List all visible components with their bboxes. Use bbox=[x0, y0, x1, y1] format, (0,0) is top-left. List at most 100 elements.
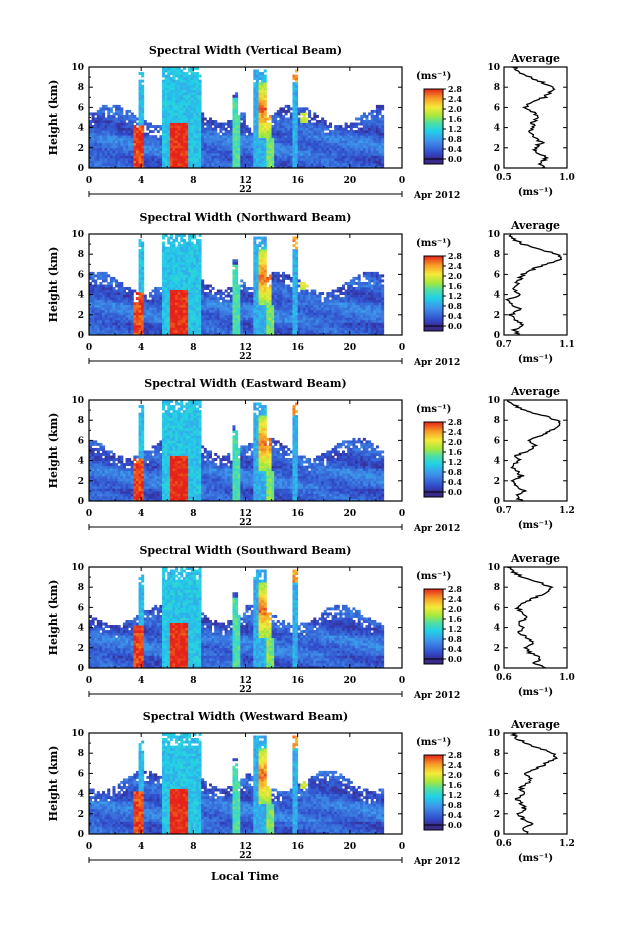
heatmap-cell bbox=[216, 307, 220, 311]
heatmap-cell bbox=[125, 127, 129, 131]
heatmap-cell bbox=[195, 125, 199, 128]
heatmap-cell bbox=[326, 157, 330, 161]
heatmap-cell bbox=[219, 292, 223, 295]
heatmap-cell bbox=[198, 297, 202, 301]
heatmap-cell bbox=[172, 84, 176, 88]
heatmap-cell bbox=[271, 135, 275, 139]
heatmap-cell bbox=[232, 109, 236, 113]
heatmap-cell bbox=[308, 132, 312, 136]
heatmap-cell bbox=[193, 99, 197, 103]
heatmap-cell bbox=[188, 249, 192, 253]
heatmap-cell bbox=[253, 84, 257, 88]
heatmap-cell bbox=[279, 114, 283, 118]
heatmap-cell bbox=[271, 317, 275, 321]
heatmap-cell bbox=[112, 150, 116, 154]
heatmap-cell bbox=[146, 145, 150, 149]
heatmap-cell bbox=[96, 276, 100, 280]
heatmap-cell bbox=[287, 135, 291, 139]
heatmap-cell bbox=[292, 102, 296, 106]
heatmap-cell bbox=[232, 117, 236, 121]
heatmap-cell bbox=[305, 112, 309, 116]
heatmap-cell bbox=[109, 140, 113, 144]
heatmap-cell bbox=[227, 120, 231, 123]
date-label: Apr 2012 bbox=[413, 191, 460, 201]
heatmap-cell bbox=[232, 104, 236, 108]
heatmap-cell bbox=[164, 162, 168, 166]
heatmap-cell bbox=[169, 112, 173, 116]
heatmap-cell bbox=[159, 332, 163, 336]
heatmap-cell bbox=[169, 82, 173, 86]
heatmap-cell bbox=[271, 292, 275, 295]
heatmap-cell bbox=[162, 302, 166, 306]
heatmap-cell bbox=[268, 142, 272, 146]
heatmap-cell bbox=[169, 77, 173, 81]
heatmap-cell bbox=[268, 294, 272, 298]
heatmap-cell bbox=[89, 332, 93, 336]
heatmap-cell bbox=[159, 145, 163, 149]
heatmap-cell bbox=[258, 279, 262, 283]
heatmap-cell bbox=[250, 317, 254, 321]
heatmap-cell bbox=[224, 130, 228, 134]
heatmap-cell bbox=[180, 312, 184, 316]
heatmap-cell bbox=[342, 135, 346, 139]
heatmap-cell bbox=[227, 160, 231, 164]
heatmap-cell bbox=[206, 302, 210, 306]
heatmap-cell bbox=[255, 332, 259, 336]
heatmap-cell bbox=[104, 317, 108, 321]
heatmap-cell bbox=[331, 152, 335, 156]
heatmap-cell bbox=[297, 157, 301, 161]
heatmap-cell bbox=[271, 327, 275, 331]
heatmap-cell bbox=[159, 309, 163, 313]
heatmap-cell bbox=[344, 132, 348, 136]
heatmap-cell bbox=[195, 94, 199, 98]
heatmap-cell bbox=[182, 317, 186, 321]
heatmap-cell bbox=[349, 122, 353, 126]
heatmap-cell bbox=[172, 307, 176, 311]
heatmap-cell bbox=[198, 150, 202, 154]
heatmap-cell bbox=[255, 327, 259, 331]
heatmap-cell bbox=[368, 152, 372, 156]
heatmap-cell bbox=[255, 274, 259, 278]
heatmap-cell bbox=[133, 307, 137, 311]
heatmap-cell bbox=[164, 292, 168, 295]
heatmap-cell bbox=[198, 289, 202, 293]
heatmap-cell bbox=[235, 332, 239, 336]
heatmap-cell bbox=[96, 312, 100, 316]
heatmap-cell bbox=[169, 87, 173, 91]
heatmap-cell bbox=[258, 264, 262, 268]
heatmap-cell bbox=[167, 329, 171, 333]
heatmap-cell bbox=[305, 152, 309, 156]
heatmap-cell bbox=[167, 246, 171, 250]
heatmap-cell bbox=[109, 165, 113, 169]
heatmap-cell bbox=[214, 137, 218, 141]
heatmap-cell bbox=[167, 312, 171, 316]
heatmap-cell bbox=[206, 152, 210, 156]
heatmap-cell bbox=[162, 145, 166, 149]
heatmap-cell bbox=[214, 130, 218, 134]
heatmap-cell bbox=[334, 162, 338, 166]
heatmap-cell bbox=[263, 274, 267, 278]
heatmap-cell bbox=[148, 152, 152, 156]
heatmap-cell bbox=[112, 302, 116, 306]
heatmap-cell bbox=[258, 256, 262, 260]
heatmap-cell bbox=[284, 299, 288, 303]
heatmap-cell bbox=[310, 317, 314, 321]
heatmap-cell bbox=[148, 160, 152, 164]
heatmap-cell bbox=[245, 130, 249, 134]
heatmap-cell bbox=[308, 135, 312, 139]
heatmap-cell bbox=[300, 109, 304, 113]
heatmap-cell bbox=[154, 135, 158, 139]
heatmap-cell bbox=[292, 244, 296, 248]
heatmap-cell bbox=[310, 304, 314, 308]
heatmap-cell bbox=[222, 332, 226, 336]
heatmap-cell bbox=[195, 72, 199, 75]
heatmap-cell bbox=[266, 157, 270, 161]
heatmap-cell bbox=[133, 314, 137, 318]
heatmap-cell bbox=[96, 135, 100, 139]
heatmap-cell bbox=[347, 162, 351, 166]
heatmap-cell bbox=[211, 162, 215, 166]
heatmap-cell bbox=[355, 152, 359, 156]
heatmap-cell bbox=[253, 135, 257, 139]
heatmap-cell bbox=[167, 322, 171, 326]
heatmap-cell bbox=[130, 329, 134, 333]
